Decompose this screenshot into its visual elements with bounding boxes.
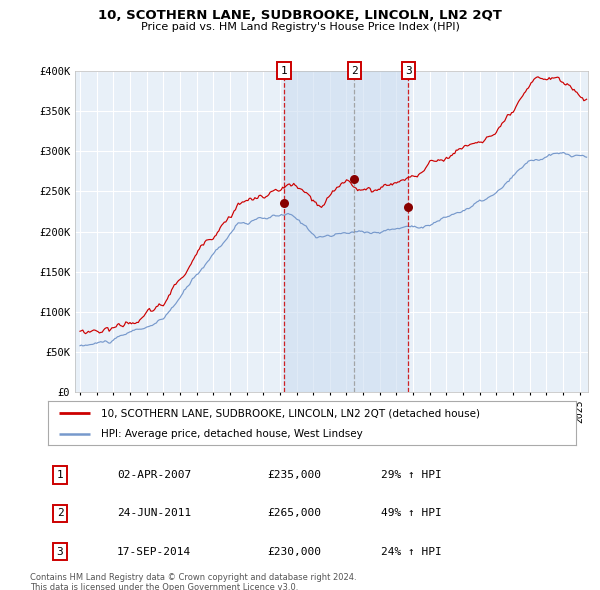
Text: 10, SCOTHERN LANE, SUDBROOKE, LINCOLN, LN2 2QT (detached house): 10, SCOTHERN LANE, SUDBROOKE, LINCOLN, L… <box>101 408 480 418</box>
Bar <box>284 71 409 392</box>
Text: 24-JUN-2011: 24-JUN-2011 <box>117 509 191 518</box>
Text: £230,000: £230,000 <box>267 547 321 556</box>
Text: 17-SEP-2014: 17-SEP-2014 <box>117 547 191 556</box>
Text: HPI: Average price, detached house, West Lindsey: HPI: Average price, detached house, West… <box>101 428 362 438</box>
Text: 2: 2 <box>351 66 358 76</box>
Text: £235,000: £235,000 <box>267 470 321 480</box>
Text: 1: 1 <box>56 470 64 480</box>
Text: This data is licensed under the Open Government Licence v3.0.: This data is licensed under the Open Gov… <box>30 583 298 590</box>
Text: 1: 1 <box>281 66 287 76</box>
Text: 2: 2 <box>56 509 64 518</box>
Text: 3: 3 <box>56 547 64 556</box>
Text: 29% ↑ HPI: 29% ↑ HPI <box>381 470 442 480</box>
Text: Price paid vs. HM Land Registry's House Price Index (HPI): Price paid vs. HM Land Registry's House … <box>140 22 460 32</box>
Text: 24% ↑ HPI: 24% ↑ HPI <box>381 547 442 556</box>
Text: 3: 3 <box>405 66 412 76</box>
Text: Contains HM Land Registry data © Crown copyright and database right 2024.: Contains HM Land Registry data © Crown c… <box>30 573 356 582</box>
Text: 02-APR-2007: 02-APR-2007 <box>117 470 191 480</box>
Text: £265,000: £265,000 <box>267 509 321 518</box>
Text: 10, SCOTHERN LANE, SUDBROOKE, LINCOLN, LN2 2QT: 10, SCOTHERN LANE, SUDBROOKE, LINCOLN, L… <box>98 9 502 22</box>
Text: 49% ↑ HPI: 49% ↑ HPI <box>381 509 442 518</box>
